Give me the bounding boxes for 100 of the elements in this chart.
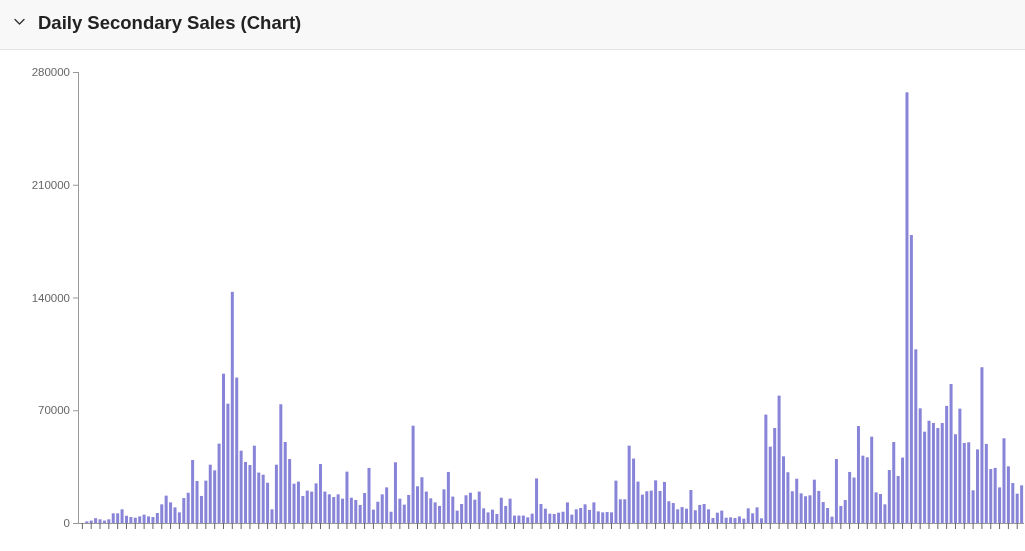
bar <box>279 404 283 523</box>
bar <box>777 395 781 523</box>
bar <box>1006 466 1010 523</box>
bar <box>720 510 724 523</box>
bar <box>689 489 693 523</box>
bar <box>984 443 988 523</box>
bar <box>601 512 605 523</box>
bar <box>138 516 142 523</box>
bar <box>160 504 164 523</box>
bar <box>407 494 411 523</box>
bar <box>548 513 552 523</box>
bar <box>870 436 874 523</box>
bar <box>433 502 437 523</box>
bar <box>733 518 737 523</box>
bar <box>742 518 746 523</box>
y-tick-label: 140000 <box>31 291 70 304</box>
bar <box>729 517 733 523</box>
bar <box>464 495 468 523</box>
bar <box>967 442 971 523</box>
bar <box>579 508 583 523</box>
bar <box>336 494 340 523</box>
y-tick-label: 280000 <box>31 66 70 79</box>
bar <box>411 425 415 523</box>
bar <box>393 462 397 523</box>
bar <box>376 501 380 523</box>
bar <box>764 414 768 523</box>
bar <box>799 493 803 523</box>
bar <box>345 471 349 523</box>
bar <box>755 507 759 523</box>
bar <box>909 235 913 523</box>
bar <box>508 498 512 523</box>
bar <box>543 508 547 523</box>
bar <box>107 519 111 523</box>
bar <box>808 495 812 523</box>
bar <box>627 445 631 523</box>
bar <box>164 495 168 523</box>
bar <box>746 508 750 523</box>
y-tick-label: 210000 <box>31 178 70 191</box>
bar <box>640 494 644 523</box>
bar <box>980 367 984 523</box>
bar <box>892 441 896 523</box>
bar <box>918 408 922 523</box>
bar <box>129 517 133 523</box>
bar <box>949 384 953 523</box>
bar <box>958 408 962 523</box>
bar <box>592 502 596 523</box>
bar <box>834 459 838 523</box>
bar <box>680 507 684 523</box>
bar <box>142 514 146 523</box>
bar <box>552 513 556 523</box>
bar <box>662 481 666 523</box>
bar <box>195 480 199 523</box>
bar <box>535 478 539 523</box>
bar <box>715 512 719 523</box>
bar <box>936 427 940 523</box>
bar <box>354 499 358 523</box>
bar <box>645 491 649 523</box>
bar <box>460 503 464 523</box>
bar <box>94 518 98 523</box>
bar <box>614 480 618 523</box>
bar <box>116 513 120 523</box>
bar <box>526 517 530 523</box>
bar <box>442 489 446 523</box>
bar <box>490 509 494 523</box>
bar <box>879 494 883 523</box>
chart-title: Daily Secondary Sales (Chart) <box>38 12 302 33</box>
bar <box>812 479 816 523</box>
bar <box>993 467 997 523</box>
bar <box>283 441 287 523</box>
bar <box>385 487 389 523</box>
bar <box>248 465 252 523</box>
bar <box>499 497 503 523</box>
bar <box>521 515 525 523</box>
bar <box>221 373 225 523</box>
bar <box>654 480 658 523</box>
bar <box>623 499 627 523</box>
bar <box>230 291 234 523</box>
bar <box>111 513 115 523</box>
bar <box>698 504 702 523</box>
bar <box>446 471 450 523</box>
bar <box>557 512 561 523</box>
bar <box>319 464 322 523</box>
bar <box>1020 485 1024 523</box>
bar <box>363 493 367 523</box>
bar <box>565 502 569 523</box>
bar <box>327 494 331 523</box>
bar <box>702 503 706 523</box>
bar <box>856 426 860 523</box>
bar <box>191 460 195 523</box>
bar <box>945 405 949 523</box>
bar <box>349 497 353 523</box>
bar <box>261 474 265 523</box>
bar <box>477 491 481 523</box>
bar <box>151 517 155 523</box>
bar <box>98 519 102 523</box>
bar <box>204 480 208 523</box>
bar <box>804 496 808 523</box>
bar <box>596 511 600 523</box>
bar <box>848 471 852 523</box>
bar <box>773 427 777 523</box>
